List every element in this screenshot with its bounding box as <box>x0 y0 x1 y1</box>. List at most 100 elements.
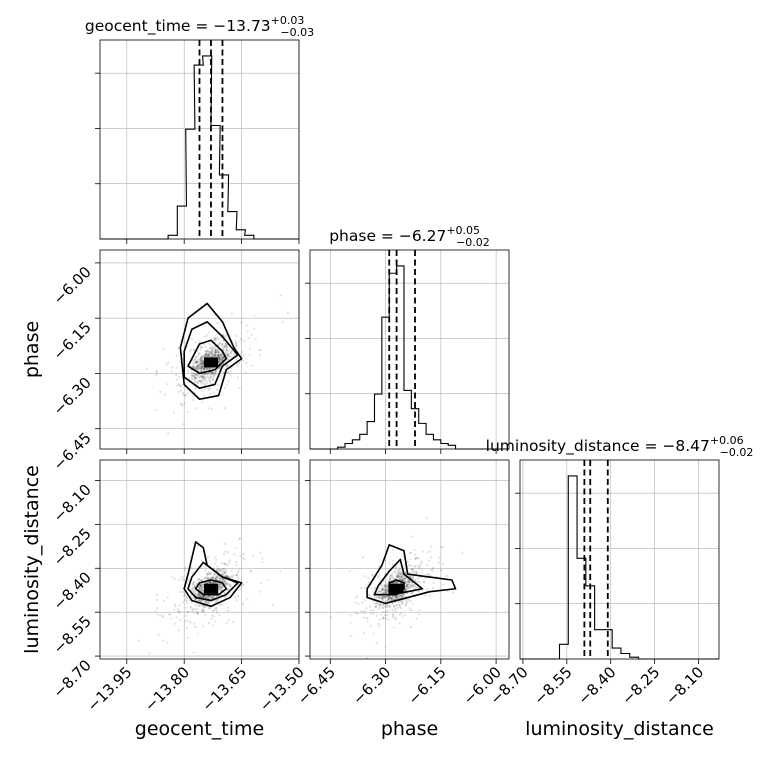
scatter-point <box>404 589 407 592</box>
scatter-point <box>395 596 398 599</box>
scatter-point <box>406 601 409 604</box>
scatter-point <box>407 584 410 587</box>
scatter-point <box>211 372 214 375</box>
scatter-point <box>405 588 408 591</box>
scatter-point <box>373 595 376 598</box>
scatter-point <box>430 545 433 548</box>
scatter-point <box>200 579 203 582</box>
scatter-point <box>210 407 213 411</box>
scatter-point <box>211 345 214 349</box>
scatter-point <box>204 595 207 599</box>
scatter-point <box>194 358 197 361</box>
scatter-point <box>200 357 203 361</box>
scatter-point <box>218 360 221 364</box>
scatter-point <box>206 348 209 351</box>
scatter-point <box>225 342 228 345</box>
scatter-point <box>212 595 215 598</box>
scatter-point <box>202 610 206 613</box>
scatter-point <box>219 355 223 358</box>
scatter-point <box>206 367 209 370</box>
scatter-point <box>440 545 443 548</box>
scatter-point <box>218 361 221 364</box>
scatter-point <box>217 357 220 360</box>
scatter-point <box>223 386 226 389</box>
scatter-point <box>210 348 213 352</box>
tick-label-phase: −6.15 <box>404 663 449 708</box>
marginal-title-geocent-time: geocent_time = −13.73+0.03 −0.03 <box>85 14 314 39</box>
scatter-point <box>385 588 388 592</box>
marginal-panel-geocent-time <box>95 39 300 244</box>
scatter-point <box>217 587 221 590</box>
scatter-point <box>267 578 270 581</box>
scatter-point <box>220 353 223 356</box>
scatter-point <box>218 366 221 370</box>
scatter-point <box>198 605 202 608</box>
scatter-point <box>203 394 206 397</box>
scatter-point <box>405 585 408 588</box>
scatter-point <box>198 364 202 367</box>
scatter-point <box>207 388 211 391</box>
scatter-point <box>424 594 427 597</box>
scatter-point <box>161 614 164 617</box>
scatter-point <box>175 354 178 357</box>
scatter-point <box>202 360 205 363</box>
scatter-point <box>154 610 157 613</box>
scatter-point <box>370 573 374 576</box>
scatter-point <box>183 341 186 344</box>
scatter-point <box>399 572 403 576</box>
scatter-point <box>205 581 209 585</box>
scatter-point <box>383 596 386 599</box>
scatter-point <box>223 597 227 600</box>
scatter-point <box>208 354 211 358</box>
scatter-point <box>389 575 392 579</box>
scatter-point <box>206 577 209 580</box>
scatter-point <box>214 562 217 565</box>
scatter-point <box>229 586 232 589</box>
scatter-point <box>212 371 215 374</box>
scatter-point <box>176 607 180 611</box>
scatter-point <box>175 373 178 376</box>
scatter-point <box>398 622 401 625</box>
scatter-point <box>205 573 209 576</box>
scatter-point <box>213 608 216 611</box>
scatter-point <box>214 370 218 374</box>
scatter-point <box>220 352 223 355</box>
scatter-point <box>202 361 205 364</box>
scatter-point <box>236 364 239 368</box>
scatter-point <box>238 386 241 390</box>
scatter-point <box>191 365 194 368</box>
scatter-point <box>360 610 363 613</box>
scatter-point <box>203 335 206 338</box>
scatter-point <box>426 573 430 576</box>
scatter-point <box>214 607 218 610</box>
scatter-point <box>217 349 220 352</box>
scatter-point <box>190 369 193 372</box>
scatter-point <box>354 601 357 604</box>
scatter-point <box>213 370 217 374</box>
scatter-point <box>392 559 395 562</box>
scatter-point <box>398 593 401 597</box>
scatter-point <box>215 350 218 353</box>
scatter-point <box>215 568 218 571</box>
scatter-point <box>205 368 209 371</box>
scatter-point <box>212 352 215 356</box>
scatter-point <box>385 591 388 594</box>
scatter-point <box>223 368 226 371</box>
scatter-point <box>178 384 181 387</box>
scatter-point <box>374 605 377 609</box>
scatter-point <box>207 372 210 375</box>
scatter-point <box>195 583 198 586</box>
scatter-point <box>396 574 399 577</box>
scatter-point <box>386 599 389 602</box>
tick-label-geocent-time: −13.65 <box>198 663 250 715</box>
scatter-point <box>205 350 208 353</box>
tick-label-luminosity-distance: −8.10 <box>662 663 707 708</box>
scatter-point <box>155 594 159 597</box>
scatter-point <box>171 575 174 579</box>
scatter-point <box>392 605 396 608</box>
scatter-point <box>392 613 395 617</box>
scatter-point <box>217 357 220 360</box>
scatter-point <box>393 570 397 573</box>
scatter-point <box>414 557 417 561</box>
scatter-point <box>214 350 217 353</box>
